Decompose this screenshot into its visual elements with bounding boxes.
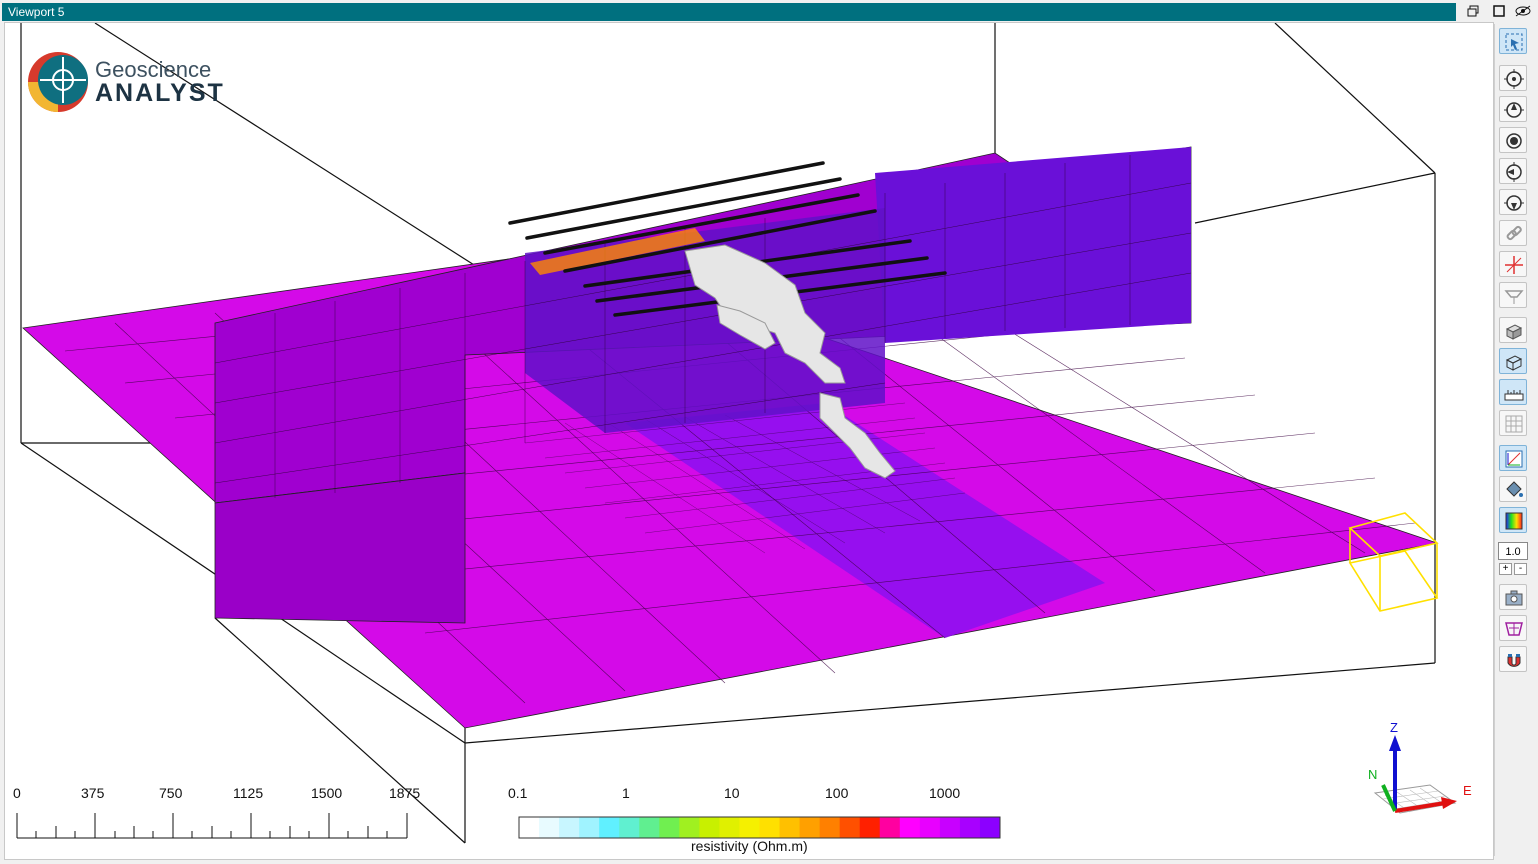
axis-label-e: E: [1463, 783, 1472, 798]
restore-icon[interactable]: [1464, 4, 1482, 20]
vertical-slice-violet: [875, 147, 1191, 343]
eye-icon[interactable]: [1514, 4, 1532, 20]
ore-body: [684, 244, 896, 479]
colorbar-label: 10: [724, 785, 740, 801]
view-top-icon[interactable]: [1499, 65, 1527, 91]
ruler-icon[interactable]: [1499, 379, 1527, 405]
low-resistivity-zone: [625, 403, 1105, 638]
colorbar-cell: [859, 817, 881, 838]
colorbar-cell: [559, 817, 580, 838]
paint-bucket-icon[interactable]: [1499, 476, 1527, 502]
colorbar-cell: [679, 817, 700, 838]
colorbar-cell: [699, 817, 720, 838]
selection-box[interactable]: [1348, 512, 1439, 612]
colorbar-icon[interactable]: [1499, 507, 1527, 533]
colorbar-cell: [899, 817, 921, 838]
logo-text-analyst: ANALYST: [95, 79, 225, 107]
magnet-icon[interactable]: [1499, 646, 1527, 672]
zoom-factor-field[interactable]: 1.0: [1498, 542, 1528, 560]
bounding-box-icon[interactable]: [1499, 348, 1527, 374]
axes-icon[interactable]: [1499, 445, 1527, 471]
maximize-icon[interactable]: [1490, 4, 1508, 20]
axis-label-z: Z: [1390, 720, 1398, 735]
colorbar-cell: [739, 817, 760, 838]
colorbar-title: resistivity (Ohm.m): [691, 838, 808, 854]
axis-triad: [1373, 735, 1457, 814]
colorbar-cell: [979, 817, 1001, 838]
colorbar-cell: [579, 817, 600, 838]
colorbar-cell: [519, 817, 540, 838]
viewport-title: Viewport 5: [8, 5, 65, 19]
colorbar-cell: [779, 817, 801, 838]
scale-bar: [16, 813, 408, 839]
colorbar-cell: [959, 817, 981, 838]
3d-viewport[interactable]: Geoscience ANALYST 0 375 750 1125 1500 1…: [4, 22, 1494, 860]
colorbar: [519, 817, 1001, 838]
scale-label: 750: [159, 785, 183, 801]
colorbar-cell: [919, 817, 941, 838]
colorbar-label: 1: [622, 785, 630, 801]
colorbar-cell: [639, 817, 660, 838]
colorbar-cell: [719, 817, 740, 838]
scale-label: 0: [13, 785, 21, 801]
axis-label-n: N: [1368, 767, 1378, 782]
colorbar-label: 1000: [929, 785, 961, 801]
grid-icon[interactable]: [1499, 410, 1527, 436]
scale-label: 1875: [389, 785, 421, 801]
colorbar-cell: [839, 817, 861, 838]
colorbar-frame: [518, 816, 1001, 839]
mesh-filter-icon[interactable]: [1499, 615, 1527, 641]
view-east-icon[interactable]: [1499, 158, 1527, 184]
colorbar-cell: [659, 817, 680, 838]
colorbar-cell: [599, 817, 620, 838]
scale-label: 375: [81, 785, 105, 801]
vertical-slice-front: [214, 472, 466, 624]
colorbar-cell: [759, 817, 781, 838]
colorbar-cell: [619, 817, 640, 838]
view-west-icon[interactable]: [1499, 189, 1527, 215]
view-center-icon[interactable]: [1499, 127, 1527, 153]
title-bar: Viewport 5: [0, 0, 1538, 22]
link-icon[interactable]: [1499, 220, 1527, 246]
scale-label: 1125: [233, 785, 264, 801]
scene-canvas[interactable]: [5, 23, 1493, 859]
zoom-minus-button[interactable]: -: [1514, 563, 1527, 575]
scale-label: 1500: [311, 785, 343, 801]
clip-plane-icon[interactable]: [1499, 282, 1527, 308]
camera-icon[interactable]: [1499, 584, 1527, 610]
colorbar-label: 100: [825, 785, 849, 801]
logo-text-geoscience: Geoscience: [95, 57, 212, 82]
box-view-icon[interactable]: [1499, 317, 1527, 343]
crosshair-icon[interactable]: [1499, 251, 1527, 277]
view-toolbar: 1.0 + -: [1494, 24, 1533, 856]
colorbar-cell: [939, 817, 961, 838]
geoscience-logo-icon: [28, 52, 88, 112]
select-tool-icon[interactable]: [1499, 28, 1527, 54]
vertical-slice-center: [525, 208, 885, 433]
colorbar-cell: [879, 817, 901, 838]
colorbar-cell: [539, 817, 560, 838]
view-north-icon[interactable]: [1499, 96, 1527, 122]
zoom-plus-button[interactable]: +: [1499, 563, 1512, 575]
high-resistivity-band: [530, 228, 705, 275]
colorbar-cell: [819, 817, 841, 838]
title-strip: Viewport 5: [2, 3, 1456, 21]
colorbar-label: 0.1: [508, 785, 528, 801]
colorbar-cell: [799, 817, 821, 838]
fine-mesh: [524, 402, 966, 554]
